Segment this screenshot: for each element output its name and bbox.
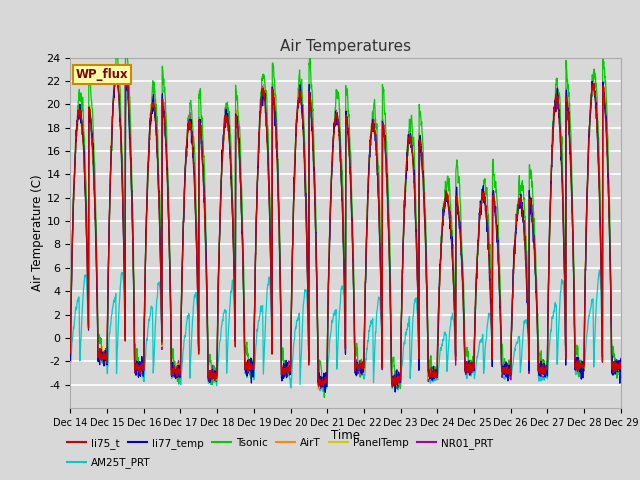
- Y-axis label: Air Temperature (C): Air Temperature (C): [31, 175, 44, 291]
- Text: WP_flux: WP_flux: [76, 68, 129, 81]
- X-axis label: Time: Time: [331, 429, 360, 442]
- Legend: AM25T_PRT: AM25T_PRT: [63, 453, 155, 472]
- Legend: li75_t, li77_temp, Tsonic, AirT, PanelTemp, NR01_PRT: li75_t, li77_temp, Tsonic, AirT, PanelTe…: [63, 434, 497, 453]
- Title: Air Temperatures: Air Temperatures: [280, 39, 411, 54]
